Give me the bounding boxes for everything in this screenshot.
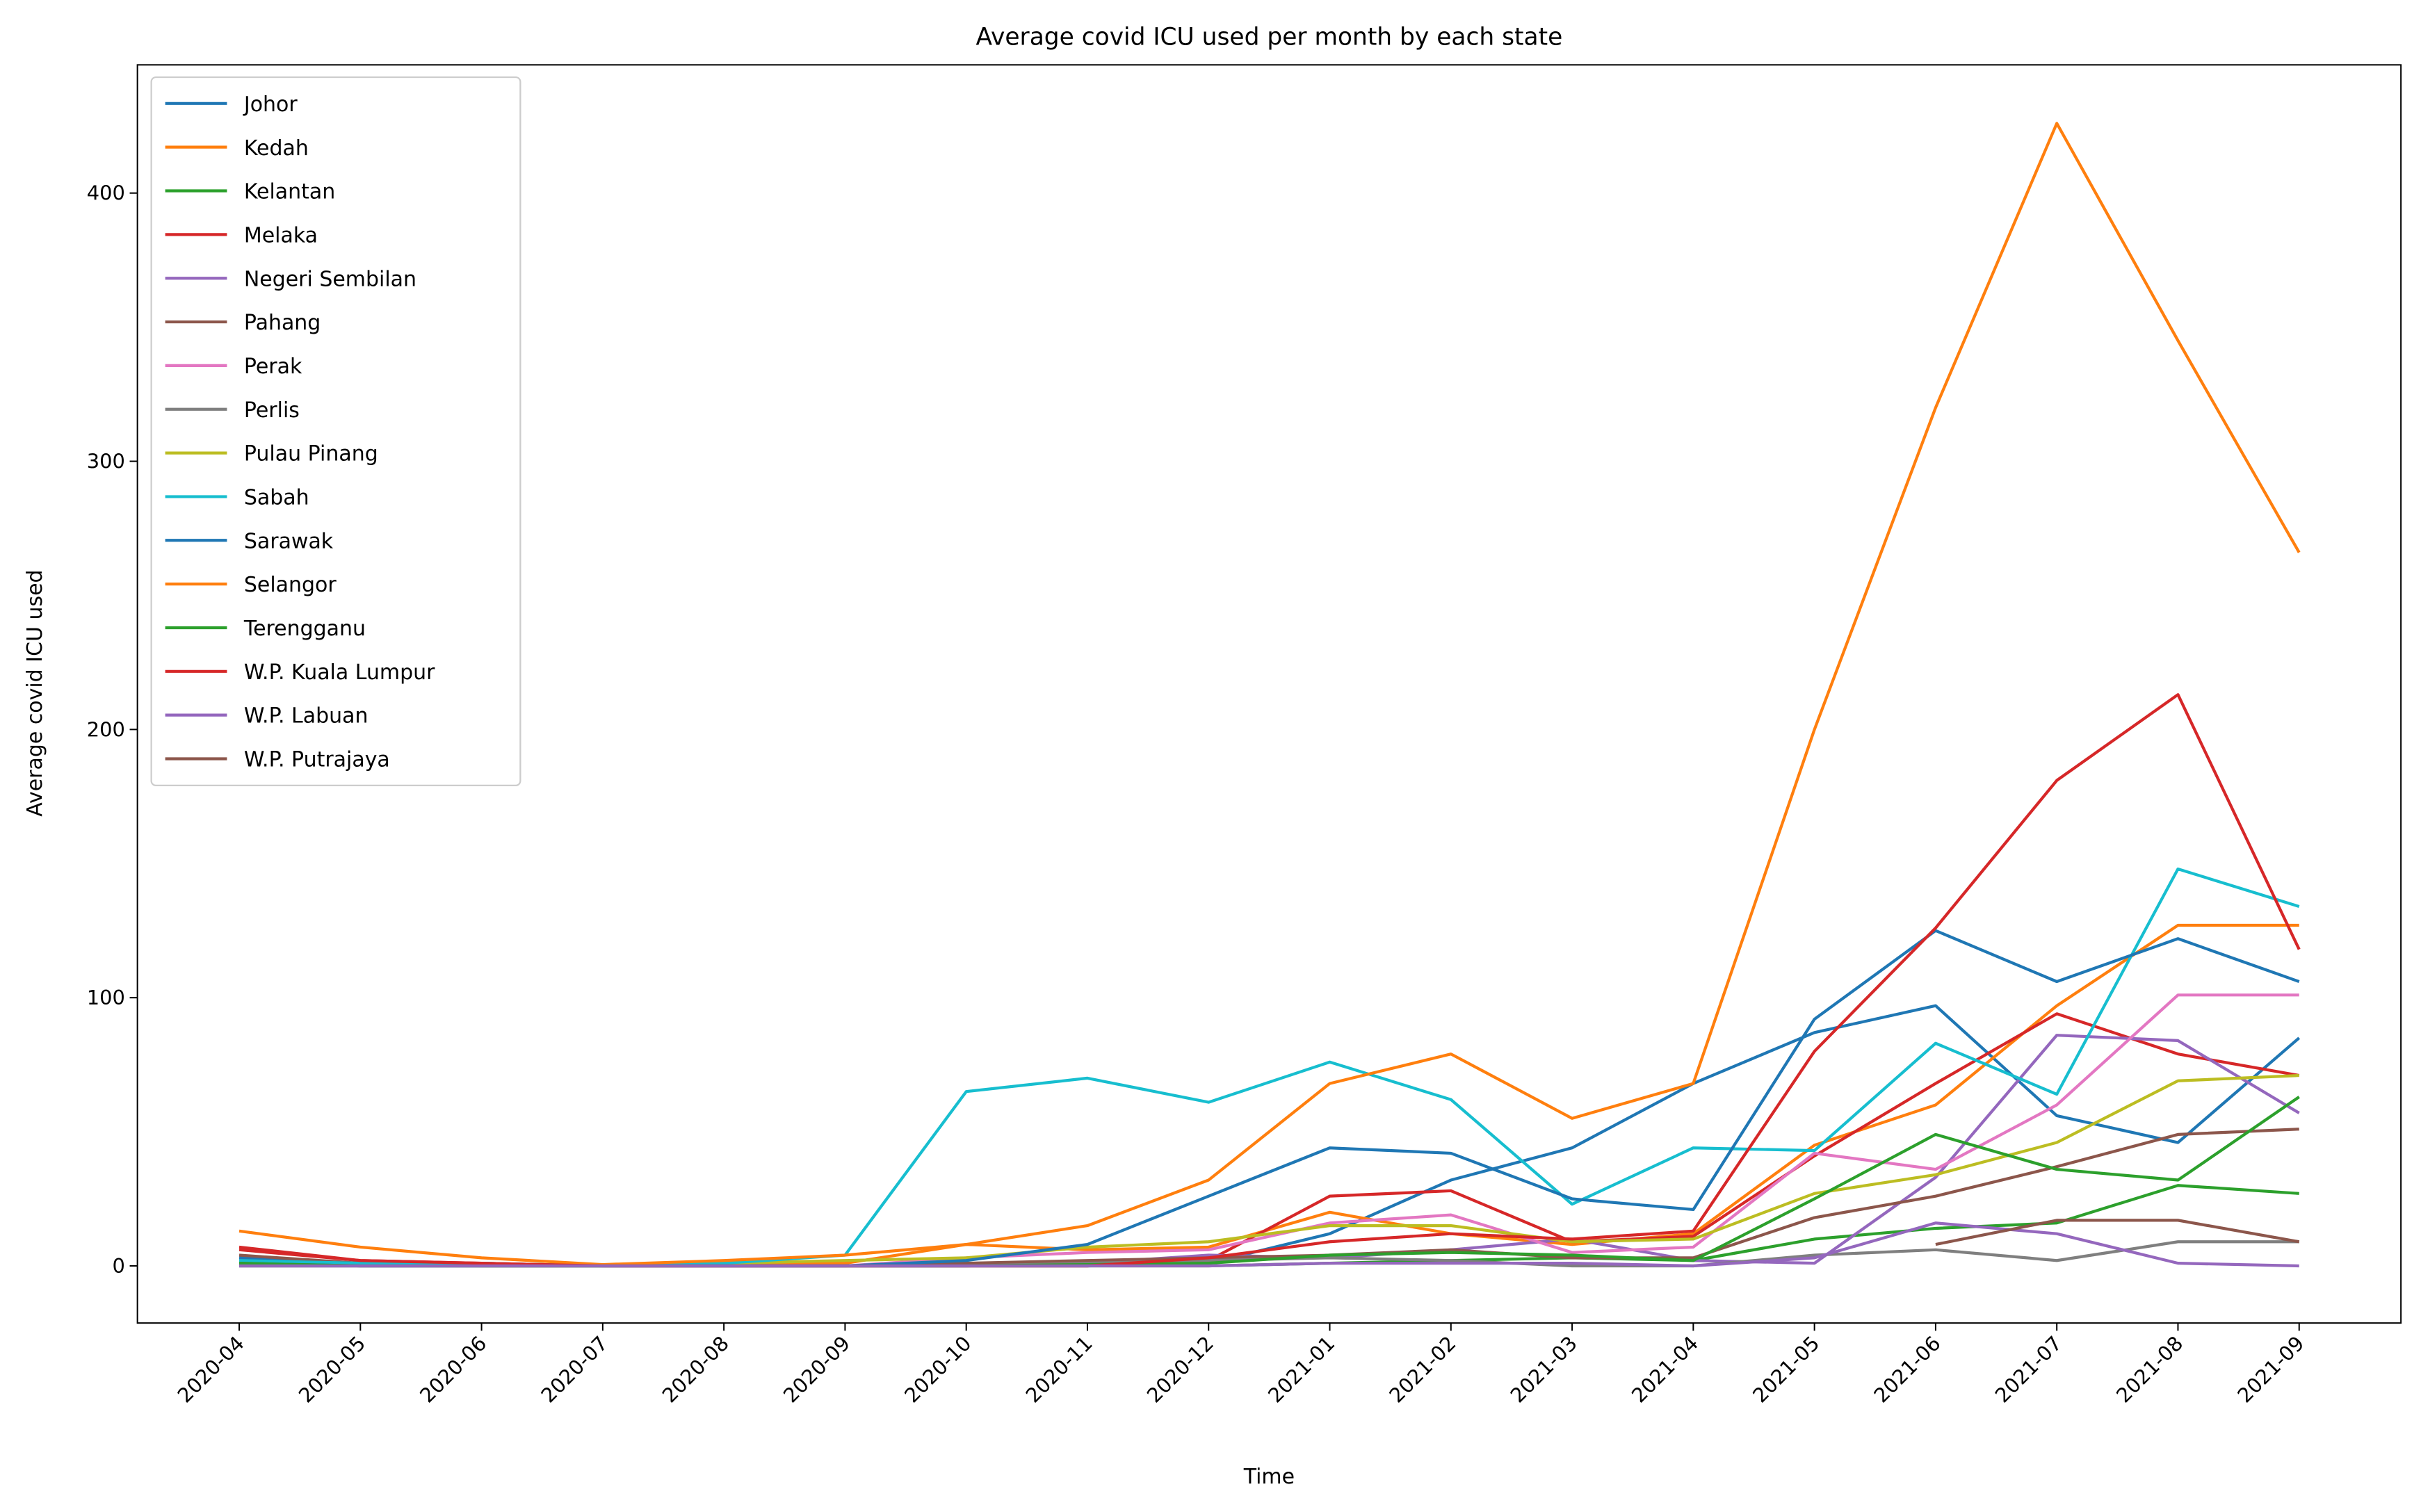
series-line (239, 1221, 2299, 1268)
legend-label: Kelantan (244, 180, 335, 204)
chart-title: Average covid ICU used per month by each… (976, 23, 1563, 51)
legend-label: Negeri Sembilan (244, 267, 416, 291)
y-tick-label: 100 (87, 986, 125, 1009)
legend-label: W.P. Labuan (244, 704, 369, 729)
legend-label: Perlis (244, 398, 300, 423)
legend: Johor Kedah Kelantan Melaka Negeri Sembilan P… (150, 76, 521, 787)
plot-frame (136, 64, 2402, 1324)
y-axis-label: Average covid ICU used (23, 569, 47, 816)
y-tick-label: 200 (87, 717, 125, 741)
x-axis-label: Time (1243, 1465, 1295, 1489)
legend-label: Perak (244, 355, 302, 379)
series-line (1935, 1219, 2300, 1246)
legend-label: Melaka (244, 223, 318, 247)
legend-frame (150, 76, 521, 787)
series-line (238, 122, 2301, 1267)
legend-label: W.P. Putrajaya (244, 748, 390, 772)
legend-label: Kedah (244, 136, 309, 161)
legend-label: Sarawak (244, 529, 334, 553)
legend-label: Terengganu (243, 617, 366, 641)
legend-label: Pulau Pinang (244, 442, 378, 466)
y-tick-label: 400 (87, 181, 125, 205)
legend-label: Sabah (244, 486, 309, 510)
legend-label: Johor (243, 92, 298, 117)
y-tick-label: 0 (112, 1254, 124, 1278)
legend-label: Selangor (244, 573, 337, 597)
y-tick-label: 300 (87, 450, 125, 473)
legend-label: W.P. Kuala Lumpur (244, 660, 435, 685)
legend-label: Pahang (244, 311, 321, 335)
